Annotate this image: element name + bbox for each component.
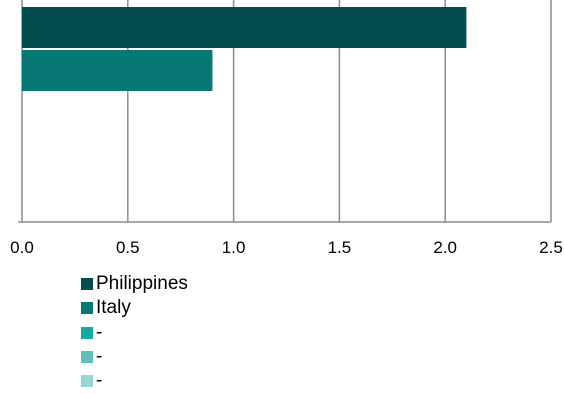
x-tick-label: 2.0 bbox=[433, 238, 457, 257]
bars bbox=[22, 7, 467, 91]
legend-item-3: - bbox=[81, 321, 188, 345]
legend: Philippines Italy - - - bbox=[81, 272, 188, 393]
legend-label-4: - bbox=[96, 346, 103, 368]
x-tick-label: 2.5 bbox=[539, 238, 563, 257]
legend-label-philippines: Philippines bbox=[96, 273, 188, 295]
x-tick-label: 1.5 bbox=[328, 238, 352, 257]
legend-swatch-4 bbox=[81, 351, 93, 364]
legend-swatch-philippines bbox=[81, 278, 93, 291]
x-axis: 0.0 0.5 1.0 1.5 2.0 2.5 bbox=[10, 221, 563, 257]
x-tick-label: 1.0 bbox=[222, 238, 246, 257]
legend-label-3: - bbox=[96, 321, 103, 343]
legend-swatch-3 bbox=[81, 326, 93, 339]
bar-philippines bbox=[22, 7, 467, 48]
legend-item-italy: Italy bbox=[81, 296, 188, 320]
legend-swatch-italy bbox=[81, 302, 93, 315]
x-tick-label: 0.0 bbox=[10, 238, 34, 257]
bar-italy bbox=[22, 50, 213, 91]
legend-item-philippines: Philippines bbox=[81, 272, 188, 296]
legend-swatch-5 bbox=[81, 375, 93, 388]
x-tick-label: 0.5 bbox=[116, 238, 140, 257]
legend-item-4: - bbox=[81, 345, 188, 369]
legend-label-5: - bbox=[96, 370, 103, 392]
legend-item-5: - bbox=[81, 369, 188, 393]
legend-label-italy: Italy bbox=[96, 297, 131, 319]
